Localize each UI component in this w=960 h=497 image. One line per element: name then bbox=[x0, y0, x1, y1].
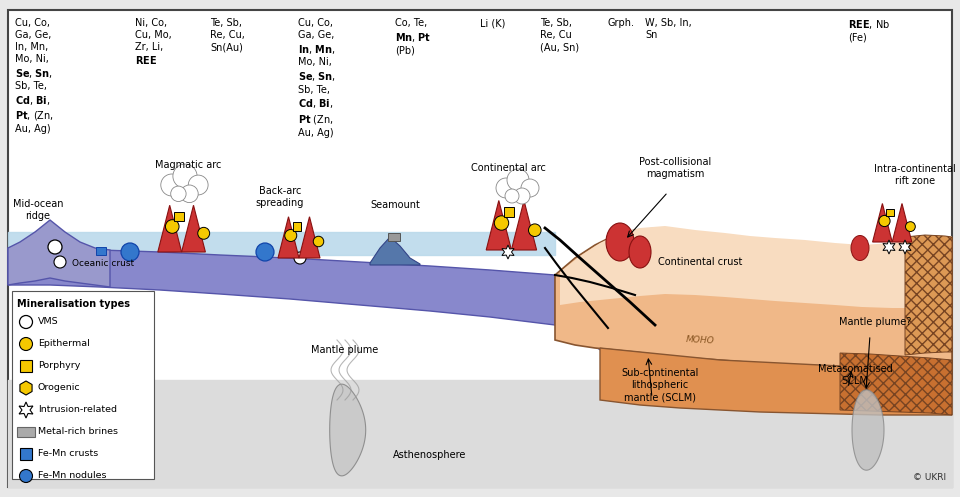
Circle shape bbox=[514, 188, 530, 204]
Text: Mantle plume: Mantle plume bbox=[311, 345, 378, 355]
Text: $\bf{REE}$, Nb
(Fe): $\bf{REE}$, Nb (Fe) bbox=[848, 18, 890, 43]
FancyBboxPatch shape bbox=[293, 222, 300, 231]
Text: VMS: VMS bbox=[38, 318, 59, 327]
Text: Continental crust: Continental crust bbox=[658, 257, 742, 267]
Polygon shape bbox=[905, 235, 952, 355]
Text: Orogenic: Orogenic bbox=[38, 384, 81, 393]
Circle shape bbox=[19, 470, 33, 483]
Polygon shape bbox=[181, 205, 205, 252]
Text: Intra-continental
rift zone: Intra-continental rift zone bbox=[875, 164, 956, 186]
Circle shape bbox=[19, 337, 33, 350]
Polygon shape bbox=[555, 275, 670, 400]
FancyBboxPatch shape bbox=[886, 209, 894, 217]
FancyBboxPatch shape bbox=[504, 207, 514, 217]
Polygon shape bbox=[8, 220, 110, 287]
Text: Epithermal: Epithermal bbox=[38, 339, 89, 348]
Circle shape bbox=[180, 185, 198, 203]
Circle shape bbox=[494, 216, 509, 230]
FancyBboxPatch shape bbox=[175, 212, 183, 221]
FancyBboxPatch shape bbox=[20, 448, 32, 460]
Circle shape bbox=[161, 174, 182, 196]
Text: Co, Te,
$\bf{Mn}$, $\bf{Pt}$
(Pb): Co, Te, $\bf{Mn}$, $\bf{Pt}$ (Pb) bbox=[395, 18, 431, 56]
Polygon shape bbox=[486, 200, 512, 250]
Text: Li (K): Li (K) bbox=[480, 18, 505, 28]
Text: Metasomatised
SCLM: Metasomatised SCLM bbox=[818, 364, 893, 386]
Circle shape bbox=[121, 243, 139, 261]
Polygon shape bbox=[329, 384, 366, 476]
Text: Mid-ocean
ridge: Mid-ocean ridge bbox=[12, 199, 63, 221]
Circle shape bbox=[188, 175, 208, 195]
Text: Cu, Co,
Ga, Ge,
$\bf{In}$, $\bf{Mn}$,
Mo, Ni,
$\bf{Se}$, $\bf{Sn}$,
Sb, Te,
$\bf: Cu, Co, Ga, Ge, $\bf{In}$, $\bf{Mn}$, Mo… bbox=[298, 18, 336, 138]
Text: Fe-Mn nodules: Fe-Mn nodules bbox=[38, 472, 107, 481]
Polygon shape bbox=[899, 240, 911, 254]
Text: Seamount: Seamount bbox=[370, 200, 420, 210]
Polygon shape bbox=[560, 226, 952, 310]
Circle shape bbox=[905, 222, 915, 232]
Polygon shape bbox=[370, 237, 420, 265]
FancyBboxPatch shape bbox=[8, 10, 952, 487]
Polygon shape bbox=[840, 353, 952, 415]
Circle shape bbox=[256, 243, 274, 261]
Circle shape bbox=[48, 240, 62, 254]
Text: Ni, Co,
Cu, Mo,
Zr, Li,
$\bf{REE}$: Ni, Co, Cu, Mo, Zr, Li, $\bf{REE}$ bbox=[135, 18, 172, 67]
Circle shape bbox=[294, 252, 306, 264]
Text: Mantle plume?: Mantle plume? bbox=[839, 317, 911, 327]
Ellipse shape bbox=[606, 223, 634, 261]
Text: Te, Sb,
Re, Cu,
Sn(Au): Te, Sb, Re, Cu, Sn(Au) bbox=[210, 18, 245, 52]
Polygon shape bbox=[555, 228, 952, 372]
Polygon shape bbox=[892, 203, 912, 242]
Polygon shape bbox=[852, 390, 884, 470]
Circle shape bbox=[165, 220, 180, 233]
Polygon shape bbox=[19, 402, 33, 418]
Text: Sub-continental
lithospheric
mantle (SCLM): Sub-continental lithospheric mantle (SCL… bbox=[621, 368, 699, 403]
Polygon shape bbox=[873, 203, 892, 242]
Text: © UKRI: © UKRI bbox=[913, 473, 946, 482]
Text: Back-arc
spreading: Back-arc spreading bbox=[255, 186, 304, 208]
FancyBboxPatch shape bbox=[388, 233, 400, 241]
Text: Fe-Mn crusts: Fe-Mn crusts bbox=[38, 449, 98, 459]
Circle shape bbox=[173, 164, 197, 188]
FancyBboxPatch shape bbox=[20, 360, 32, 372]
Text: Asthenosphere: Asthenosphere bbox=[394, 450, 467, 460]
Circle shape bbox=[313, 236, 324, 247]
Text: Metal-rich brines: Metal-rich brines bbox=[38, 427, 118, 436]
Text: Magmatic arc: Magmatic arc bbox=[155, 160, 221, 170]
Polygon shape bbox=[8, 248, 555, 325]
Text: MOHO: MOHO bbox=[685, 335, 714, 345]
Text: Intrusion-related: Intrusion-related bbox=[38, 406, 117, 414]
Circle shape bbox=[507, 169, 529, 191]
Circle shape bbox=[285, 230, 297, 242]
Text: Oceanic crust: Oceanic crust bbox=[72, 258, 134, 267]
FancyBboxPatch shape bbox=[96, 247, 106, 255]
Circle shape bbox=[198, 227, 209, 239]
Polygon shape bbox=[157, 205, 181, 252]
Text: Cu, Co,
Ga, Ge,
In, Mn,
Mo, Ni,
$\bf{Se}$, $\bf{Sn}$,
Sb, Te,
$\bf{Cd}$, $\bf{Bi: Cu, Co, Ga, Ge, In, Mn, Mo, Ni, $\bf{Se}… bbox=[15, 18, 54, 134]
Ellipse shape bbox=[851, 236, 869, 260]
Circle shape bbox=[54, 256, 66, 268]
Circle shape bbox=[171, 186, 186, 201]
Circle shape bbox=[505, 189, 519, 203]
Text: Continental arc: Continental arc bbox=[470, 163, 545, 173]
Circle shape bbox=[19, 316, 33, 329]
Text: Grph.: Grph. bbox=[608, 18, 635, 28]
Polygon shape bbox=[278, 217, 299, 258]
Polygon shape bbox=[512, 200, 537, 250]
FancyBboxPatch shape bbox=[12, 291, 154, 479]
Circle shape bbox=[496, 178, 516, 198]
Text: Te, Sb,
Re, Cu
(Au, Sn): Te, Sb, Re, Cu (Au, Sn) bbox=[540, 18, 579, 52]
Polygon shape bbox=[883, 240, 895, 254]
Text: Post-collisional
magmatism: Post-collisional magmatism bbox=[638, 157, 711, 179]
Circle shape bbox=[529, 224, 541, 237]
Polygon shape bbox=[600, 348, 952, 415]
Polygon shape bbox=[299, 217, 320, 258]
Circle shape bbox=[521, 179, 539, 197]
Polygon shape bbox=[502, 245, 514, 259]
Text: Mineralisation types: Mineralisation types bbox=[17, 299, 130, 309]
Text: Porphyry: Porphyry bbox=[38, 361, 81, 370]
FancyBboxPatch shape bbox=[17, 427, 35, 437]
Ellipse shape bbox=[629, 236, 651, 268]
Polygon shape bbox=[20, 381, 32, 395]
Circle shape bbox=[879, 215, 890, 227]
Text: W, Sb, In,
Sn: W, Sb, In, Sn bbox=[645, 18, 692, 40]
